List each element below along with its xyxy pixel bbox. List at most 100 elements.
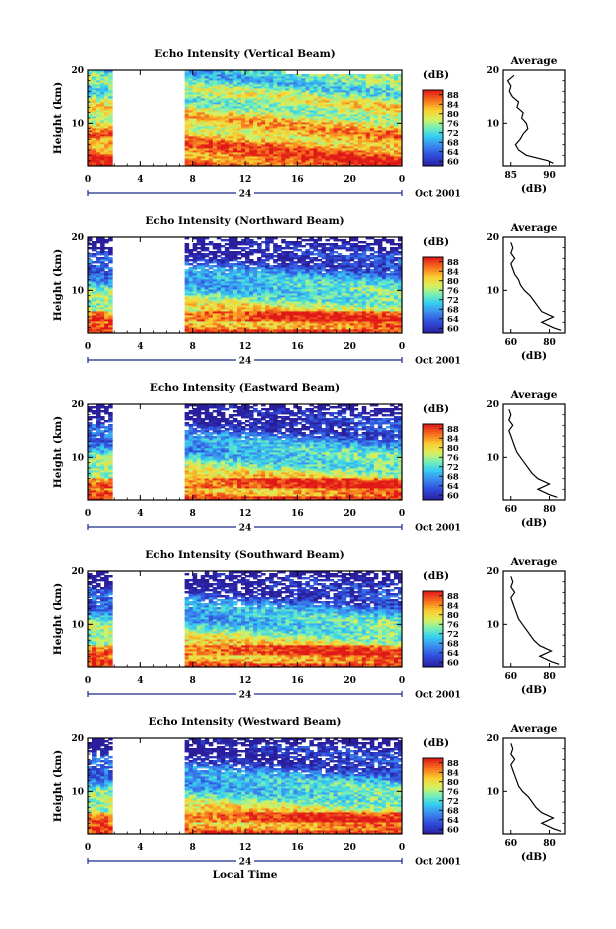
heatmap-cell bbox=[321, 307, 327, 310]
heatmap-cell bbox=[389, 154, 395, 157]
heatmap-cell bbox=[208, 94, 214, 97]
heatmap-cell bbox=[228, 102, 234, 105]
heatmap-cell bbox=[281, 136, 286, 139]
heatmap-cell bbox=[329, 291, 335, 294]
heatmap-cell bbox=[321, 108, 327, 111]
heatmap-cell bbox=[96, 293, 101, 296]
heatmap-cell bbox=[389, 271, 395, 274]
heatmap-cell bbox=[192, 92, 198, 95]
heatmap-cell bbox=[92, 74, 97, 77]
heatmap-cell bbox=[184, 100, 190, 103]
heatmap-cell bbox=[269, 311, 274, 314]
heatmap-cell bbox=[253, 317, 258, 320]
heatmap-cell bbox=[381, 315, 387, 318]
heatmap-cell bbox=[289, 164, 294, 167]
heatmap-cell bbox=[224, 100, 230, 103]
heatmap-cell bbox=[277, 269, 282, 272]
heatmap-cell bbox=[100, 315, 105, 318]
heatmap-cell bbox=[228, 126, 234, 129]
heatmap-cell bbox=[393, 293, 399, 296]
heatmap-cell bbox=[100, 96, 105, 99]
heatmap-cell bbox=[188, 319, 194, 322]
heatmap-cell bbox=[192, 301, 198, 304]
heatmap-cell bbox=[337, 148, 343, 151]
heatmap-cell bbox=[281, 116, 286, 119]
heatmap-cell bbox=[224, 154, 230, 157]
heatmap-cell bbox=[108, 104, 113, 107]
heatmap-cell bbox=[100, 285, 105, 288]
heatmap-cell bbox=[281, 154, 286, 157]
heatmap-cell bbox=[285, 122, 290, 125]
heatmap-cell bbox=[365, 144, 371, 147]
heatmap-cell bbox=[345, 132, 351, 135]
heatmap-cell bbox=[361, 76, 367, 79]
heatmap-cell bbox=[249, 291, 254, 294]
heatmap-cell bbox=[377, 156, 383, 159]
heatmap-cell bbox=[240, 307, 246, 310]
heatmap-cell bbox=[321, 142, 327, 145]
heatmap-cell bbox=[269, 142, 274, 145]
heatmap-cell bbox=[212, 291, 218, 294]
heatmap-cell bbox=[277, 98, 282, 101]
heatmap-cell bbox=[333, 76, 339, 79]
day-label: 24 bbox=[239, 190, 252, 200]
heatmap-cell bbox=[245, 279, 250, 282]
heatmap-cell bbox=[104, 102, 109, 105]
heatmap-cell bbox=[333, 94, 339, 97]
heatmap-cell bbox=[216, 80, 222, 83]
heatmap-cell bbox=[88, 158, 93, 161]
heatmap-cell bbox=[325, 122, 331, 125]
heatmap-cell bbox=[313, 271, 318, 274]
heatmap-cell bbox=[228, 106, 234, 109]
heatmap-cell bbox=[285, 158, 290, 161]
heatmap-cell bbox=[377, 140, 383, 143]
heatmap-cell bbox=[353, 269, 359, 272]
heatmap-cell bbox=[196, 128, 202, 131]
heatmap-cell bbox=[265, 86, 270, 89]
heatmap-cell bbox=[253, 82, 258, 85]
heatmap-cell bbox=[373, 74, 379, 77]
heatmap-cell bbox=[204, 265, 210, 268]
heatmap-cell bbox=[293, 102, 298, 105]
heatmap-cell bbox=[377, 152, 383, 155]
heatmap-cell bbox=[249, 281, 254, 284]
heatmap-cell bbox=[269, 319, 274, 322]
heatmap-cell bbox=[357, 78, 363, 81]
heatmap-cell bbox=[212, 84, 218, 87]
heatmap-cell bbox=[281, 148, 286, 151]
heatmap-cell bbox=[245, 287, 250, 290]
heatmap-cell bbox=[216, 128, 222, 131]
heatmap-cell bbox=[365, 307, 371, 310]
heatmap-cell bbox=[208, 325, 214, 328]
heatmap-cell bbox=[385, 114, 391, 117]
heatmap-cell bbox=[232, 293, 238, 296]
heatmap-cell bbox=[325, 126, 331, 129]
heatmap-cell bbox=[188, 112, 194, 115]
heatmap-cell bbox=[245, 116, 250, 119]
heatmap-cell bbox=[285, 144, 290, 147]
heatmap-cell bbox=[88, 70, 93, 73]
heatmap-cell bbox=[345, 273, 351, 276]
heatmap-cell bbox=[196, 140, 202, 143]
heatmap-cell bbox=[389, 74, 395, 77]
heatmap-cell bbox=[236, 110, 242, 113]
heatmap-cell bbox=[353, 315, 359, 318]
heatmap-cell bbox=[397, 82, 403, 85]
heatmap-cell bbox=[281, 299, 286, 302]
heatmap-cell bbox=[317, 265, 322, 268]
heatmap-cell bbox=[224, 327, 230, 330]
heatmap-cell bbox=[224, 72, 230, 75]
heatmap-cell bbox=[208, 160, 214, 163]
heatmap-cell bbox=[353, 313, 359, 316]
heatmap-cell bbox=[301, 122, 306, 125]
heatmap-cell bbox=[249, 315, 254, 318]
heatmap-cell bbox=[329, 130, 335, 133]
heatmap-cell bbox=[240, 84, 246, 87]
heatmap-cell bbox=[253, 100, 258, 103]
heatmap-cell bbox=[397, 114, 403, 117]
heatmap-cell bbox=[365, 140, 371, 143]
heatmap-cell bbox=[345, 325, 351, 328]
heatmap-cell bbox=[325, 160, 331, 163]
heatmap-cell bbox=[329, 98, 335, 101]
heatmap-cell bbox=[240, 102, 246, 105]
